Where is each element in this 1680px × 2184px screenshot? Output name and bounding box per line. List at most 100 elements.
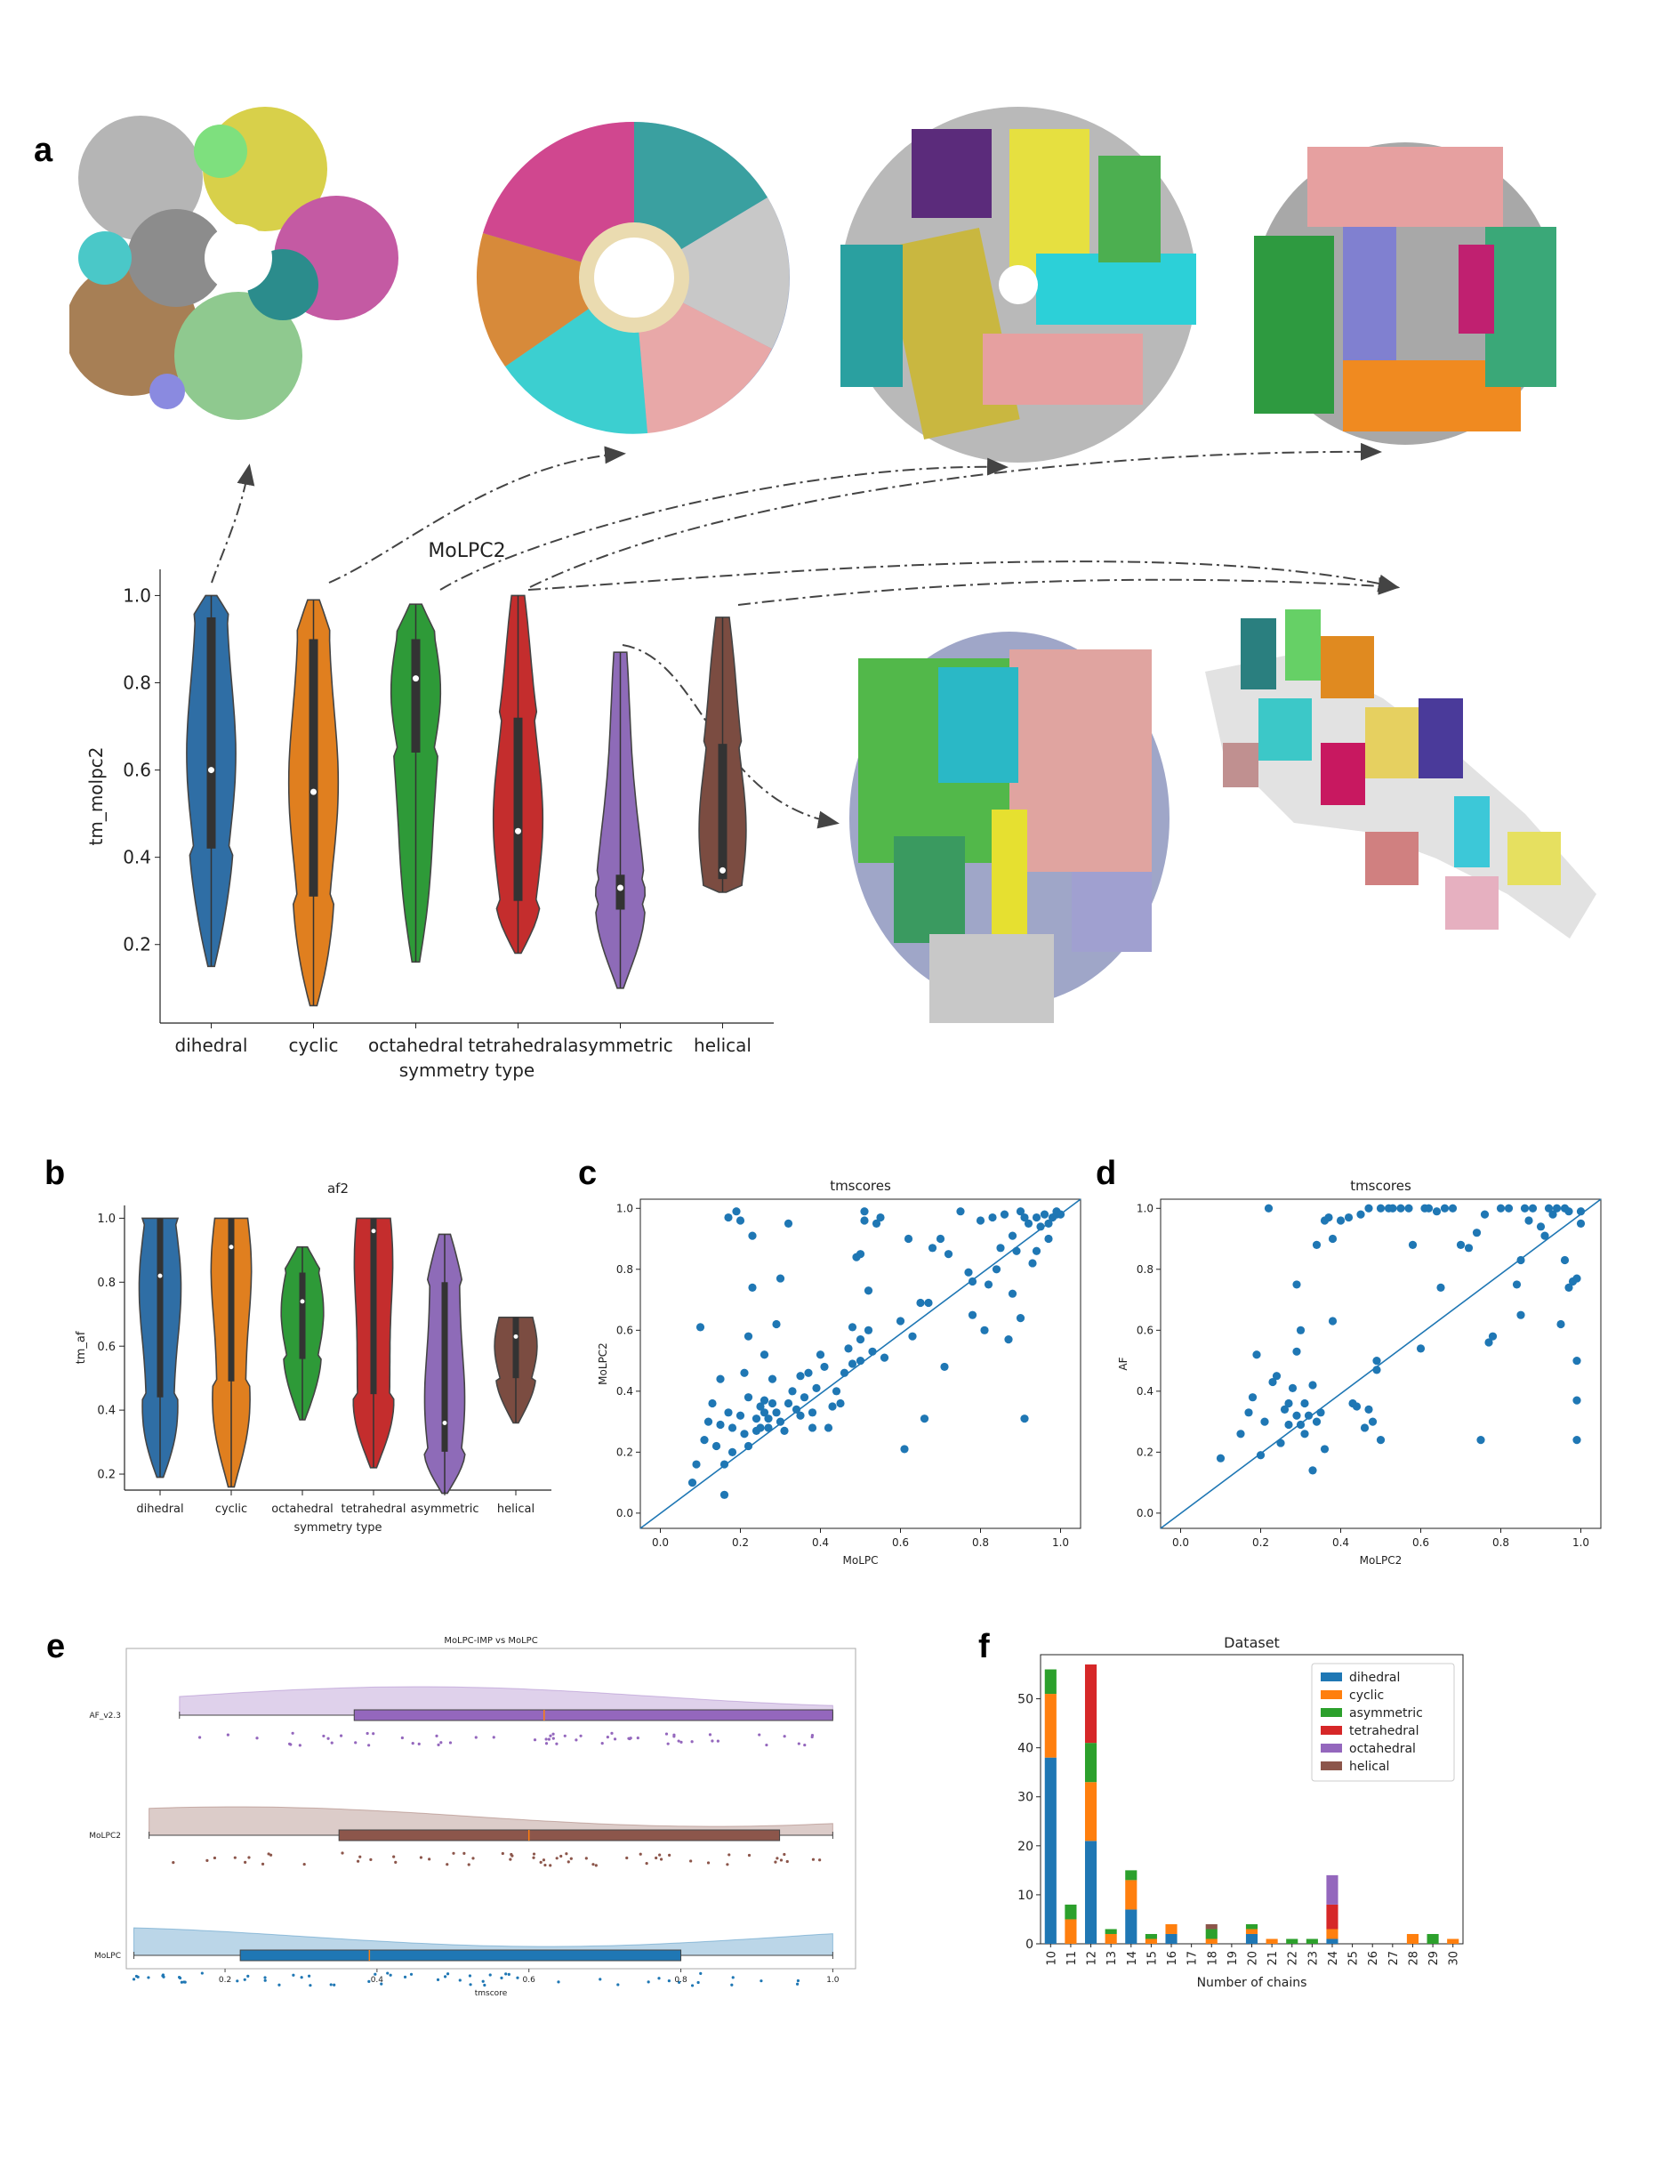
rain-point [504, 1972, 508, 1976]
violin-median-dot [300, 1299, 305, 1304]
scatter-point [716, 1374, 725, 1383]
scatter-point [1044, 1234, 1053, 1244]
rain-point [409, 1972, 414, 1976]
rain-point [309, 1984, 312, 1987]
y-tick-label: 0.8 [97, 1277, 116, 1290]
scatter-point [1516, 1255, 1525, 1265]
rain-point [797, 1742, 800, 1745]
y-tick-label: 0.6 [97, 1341, 116, 1354]
scatter-point [1456, 1240, 1466, 1249]
rain-point [277, 1983, 281, 1987]
x-tick-label: 0.4 [371, 1976, 384, 1985]
rain-point [354, 1741, 358, 1745]
rain-point [803, 1743, 807, 1747]
scatter-point [848, 1359, 857, 1368]
rain-point [329, 1983, 333, 1987]
bar-segment-cyclic [1105, 1933, 1117, 1944]
x-tick-label: 14 [1126, 1951, 1139, 1966]
violin-iqr-box [228, 1218, 235, 1382]
x-axis-label: symmetry type [293, 1521, 382, 1535]
x-tick-label: 11 [1065, 1951, 1079, 1966]
bar-segment-asymmetric [1125, 1870, 1137, 1881]
bar-segment-octahedral [1326, 1874, 1338, 1905]
scatter-point [1308, 1381, 1317, 1390]
rain-point [507, 1972, 510, 1976]
scatter-point [1028, 1259, 1037, 1268]
rain-point [510, 1854, 514, 1858]
scatter-point [719, 1490, 729, 1499]
rain-point [448, 1741, 453, 1745]
x-tick-label: 21 [1266, 1951, 1280, 1966]
violin-median-dot [229, 1245, 234, 1250]
rain-point [542, 1858, 546, 1862]
legend-label: cyclic [1349, 1688, 1384, 1703]
rain-point [392, 1855, 396, 1858]
rain-point [689, 1859, 693, 1863]
scatter-point [1564, 1283, 1573, 1292]
bar-segment-cyclic [1266, 1938, 1278, 1944]
violin-median-dot [442, 1421, 447, 1425]
y-axis-label: tm_molpc2 [85, 746, 107, 845]
scatter-point [808, 1423, 817, 1432]
violin-median-dot [371, 1229, 376, 1234]
scatter-point [756, 1423, 765, 1432]
scatter-point [1328, 1234, 1338, 1244]
legend-swatch-cyclic [1321, 1690, 1342, 1699]
scatter-point [1236, 1430, 1245, 1439]
x-tick-label: 0.0 [652, 1536, 669, 1549]
rain-point [551, 1732, 555, 1736]
scatter-point [1284, 1420, 1293, 1430]
violin-median-dot [719, 866, 726, 874]
rain-point [555, 1742, 559, 1745]
rain-point [779, 1858, 784, 1862]
y-tick-label: 1.0 [97, 1213, 116, 1226]
scatter-point [1564, 1207, 1573, 1216]
y-tick-label: 0.8 [616, 1263, 633, 1276]
x-tick-label: 0.4 [1332, 1536, 1349, 1549]
scatter-point [1248, 1393, 1258, 1402]
scatter-point [1012, 1246, 1021, 1255]
legend-label: dihedral [1349, 1671, 1400, 1685]
chart-title: tmscores [830, 1178, 891, 1194]
rain-point [628, 1737, 631, 1741]
scatter-point [796, 1372, 805, 1381]
scatter-point [1020, 1414, 1029, 1423]
panel-label-a: a [34, 132, 53, 169]
scatter-point [708, 1398, 717, 1408]
bar-segment-asymmetric [1205, 1929, 1218, 1939]
rain-point [474, 1736, 478, 1739]
violin-iqr-box [411, 639, 421, 753]
protein-structure-octahedral [840, 107, 1196, 463]
rain-point [731, 1976, 735, 1979]
rain-point [657, 1977, 661, 1980]
bar-segment-asymmetric [1427, 1933, 1439, 1944]
x-axis-label: symmetry type [399, 1060, 535, 1081]
bar-segment-cyclic [1245, 1929, 1258, 1934]
rain-point [727, 1853, 731, 1857]
scatter-point [1368, 1417, 1378, 1426]
y-tick-label: 0.2 [1137, 1446, 1153, 1458]
scatter-point [700, 1436, 709, 1445]
density-cloud [179, 1686, 833, 1716]
rain-point [509, 1858, 512, 1861]
scatter-point [1016, 1207, 1025, 1216]
rain-point [389, 1973, 392, 1977]
x-tick-label: 1.0 [826, 1976, 840, 1985]
plot-frame [1160, 1198, 1602, 1529]
rain-point [625, 1856, 629, 1860]
bar-segment-asymmetric [1145, 1933, 1157, 1939]
rain-point [300, 1976, 303, 1979]
scatter-point [1544, 1204, 1554, 1213]
scatter-point [724, 1408, 733, 1417]
scatter-point [820, 1362, 829, 1372]
legend-swatch-tetrahedral [1321, 1726, 1342, 1735]
plot-frame [639, 1198, 1081, 1529]
scatter-point [740, 1430, 749, 1439]
violin-chart-af2: af2 0.2 0.4 0.6 0.8 1.0 dihedral cyclic octahedr… [75, 1181, 551, 1535]
x-tick-label: cyclic [289, 1035, 339, 1056]
rain-point [706, 1861, 711, 1865]
scatter-point [744, 1332, 753, 1341]
scatter-point [736, 1411, 745, 1420]
scatter-point [1440, 1204, 1450, 1213]
scatter-point [760, 1408, 769, 1417]
